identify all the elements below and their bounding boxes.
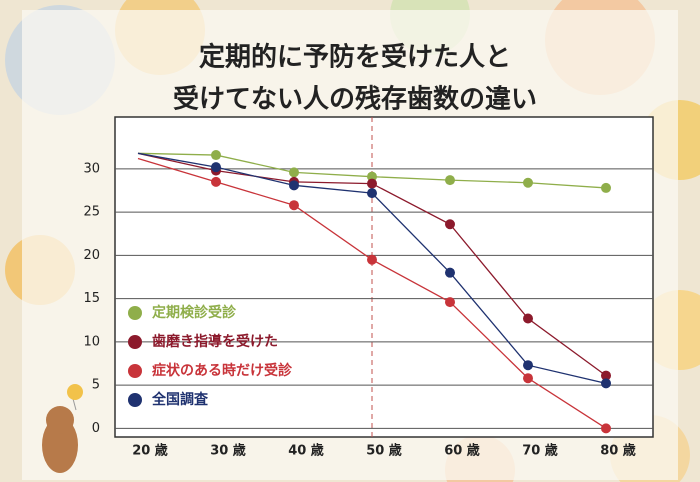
chart-title: 受けてない人の残存歯数の違い <box>173 84 537 115</box>
point <box>601 378 611 389</box>
point <box>445 175 455 186</box>
point <box>211 176 221 187</box>
point <box>523 177 533 188</box>
point <box>289 200 299 211</box>
x-tick-label: 50 歳 <box>366 443 402 459</box>
point <box>367 171 377 182</box>
legend-marker <box>128 393 142 407</box>
x-tick-label: 20 歳 <box>132 443 168 459</box>
x-tick-label: 80 歳 <box>600 443 636 459</box>
point <box>211 162 221 173</box>
point <box>211 150 221 161</box>
legend-label: 定期検診受診 <box>152 304 237 321</box>
x-tick-label: 40 歳 <box>288 443 324 459</box>
legend-label: 歯磨き指導を受けた <box>152 333 278 350</box>
legend-marker <box>128 306 142 320</box>
x-tick-label: 70 歳 <box>522 443 558 459</box>
bear <box>42 384 83 473</box>
legend-label: 症状のある時だけ受診 <box>152 362 293 379</box>
point <box>523 313 533 324</box>
x-tick-label: 30 歳 <box>210 443 246 459</box>
point <box>367 188 377 199</box>
plot-area <box>114 116 654 438</box>
point <box>601 423 611 434</box>
legend-marker <box>128 364 142 378</box>
point <box>445 219 455 230</box>
point <box>367 254 377 265</box>
point <box>445 267 455 278</box>
point <box>445 297 455 308</box>
point <box>523 360 533 371</box>
point <box>601 182 611 193</box>
x-tick-label: 60 歳 <box>444 443 480 459</box>
point <box>367 178 377 189</box>
point <box>289 180 299 191</box>
legend-marker <box>128 335 142 349</box>
y-tick-label: 0 <box>92 421 100 436</box>
point <box>601 370 611 381</box>
y-tick-label: 25 <box>83 205 100 220</box>
y-tick-label: 10 <box>83 334 100 349</box>
chart-title: 定期的に予防を受けた人と <box>199 42 511 73</box>
y-tick-label: 30 <box>83 161 100 176</box>
y-tick-label: 5 <box>92 378 100 393</box>
y-tick-label: 15 <box>83 291 100 306</box>
legend-label: 全国調査 <box>151 391 209 408</box>
point <box>523 373 533 384</box>
point <box>289 167 299 178</box>
y-tick-label: 20 <box>83 248 100 263</box>
